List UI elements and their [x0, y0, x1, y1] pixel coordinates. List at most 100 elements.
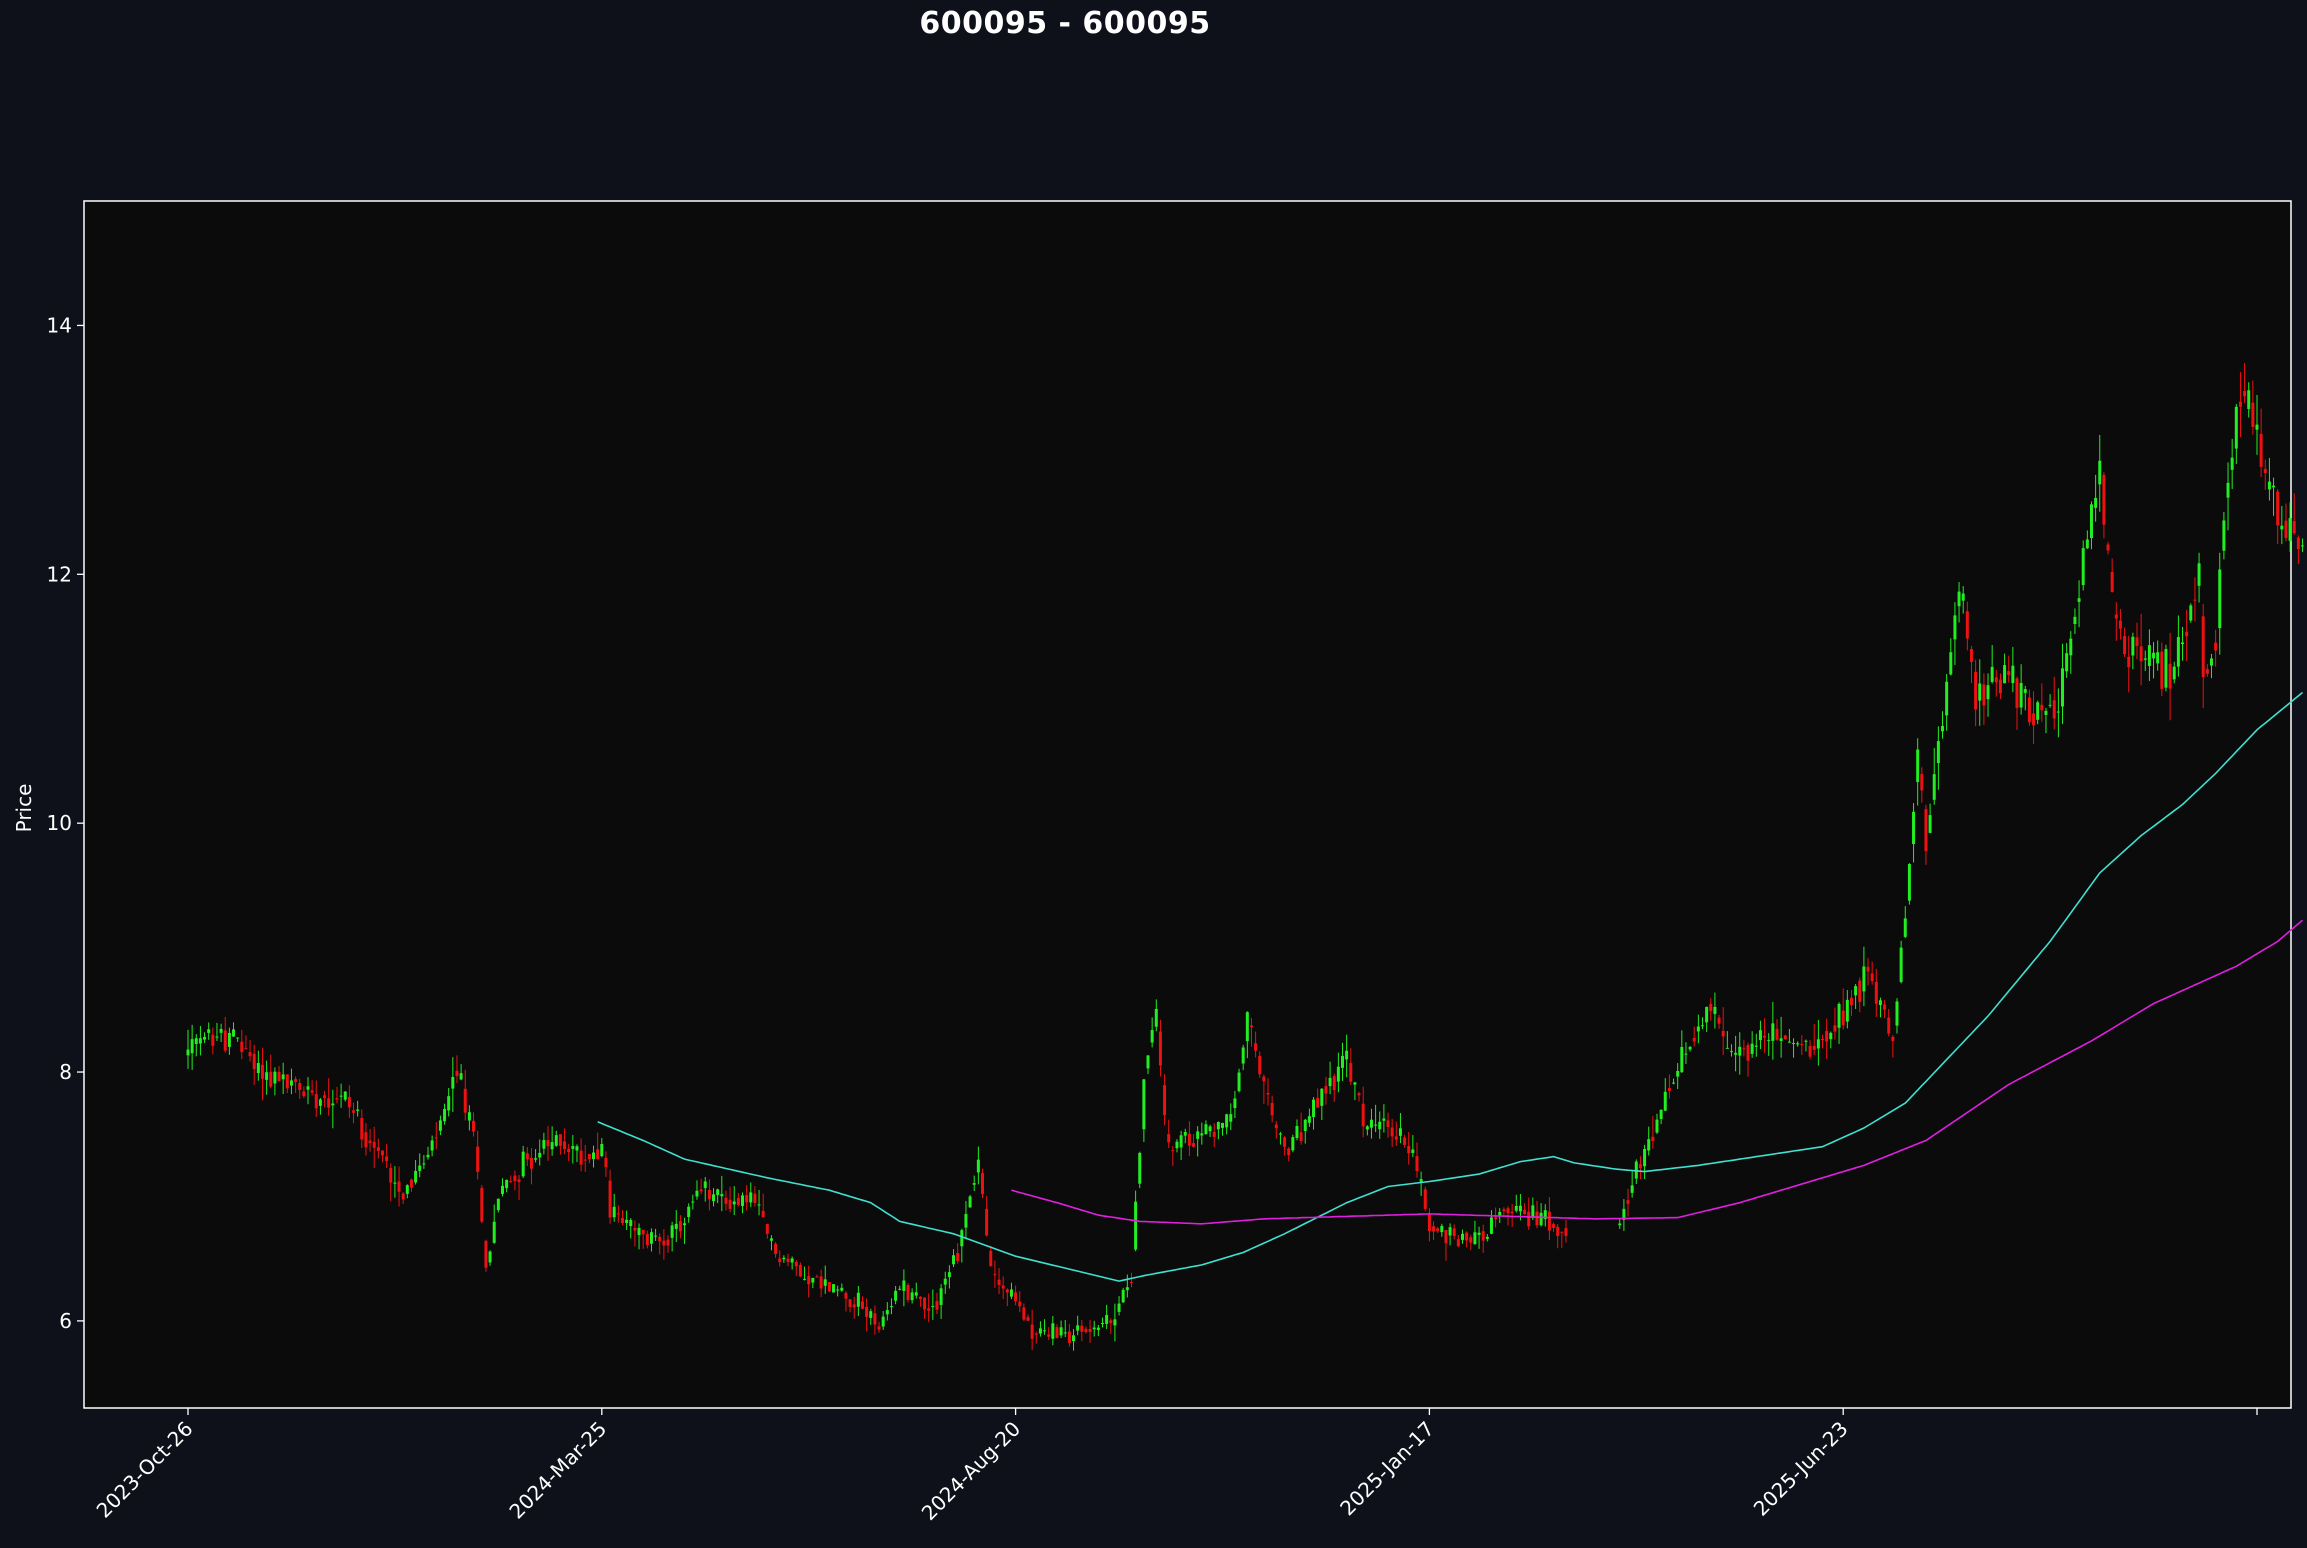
candle	[265, 1060, 269, 1095]
candle-body	[1721, 1030, 1725, 1037]
candle	[1870, 961, 1874, 985]
candle	[372, 1126, 376, 1168]
candle-body	[269, 1071, 273, 1087]
candle-body	[538, 1152, 542, 1158]
candle	[1672, 1078, 1676, 1085]
candle	[687, 1203, 691, 1223]
candle-body	[480, 1187, 484, 1222]
chart-title: 600095 - 600095	[919, 6, 1211, 41]
candle-body	[1858, 980, 1862, 1002]
candle-body	[1353, 1082, 1357, 1085]
candle	[1059, 1320, 1063, 1339]
candle	[1221, 1122, 1224, 1136]
candle-body	[1324, 1086, 1328, 1094]
candle	[1808, 1040, 1812, 1060]
candle-body	[2301, 545, 2305, 547]
candle-body	[1978, 683, 1982, 701]
candle-body	[2292, 521, 2296, 534]
candle	[1117, 1296, 1121, 1316]
candle	[1249, 1018, 1253, 1047]
candle-body	[1564, 1228, 1568, 1236]
candle	[1841, 988, 1845, 1030]
candle	[1754, 1033, 1758, 1057]
candle-body	[1862, 966, 1866, 992]
candle	[550, 1126, 554, 1156]
candle-body	[678, 1221, 682, 1232]
candle	[1461, 1229, 1465, 1244]
candle	[740, 1192, 744, 1214]
candle-body	[1895, 1001, 1899, 1026]
candle-body	[232, 1029, 236, 1037]
candle-body	[1941, 725, 1945, 732]
candle-body	[211, 1034, 215, 1046]
candle-body	[1390, 1127, 1394, 1137]
candle	[1895, 998, 1899, 1034]
candle	[1833, 1007, 1837, 1040]
candle	[1812, 1024, 1816, 1055]
candle	[1912, 803, 1916, 863]
candle-body	[761, 1210, 765, 1218]
candle-body	[2234, 406, 2238, 449]
candle	[803, 1266, 807, 1281]
candle	[1129, 1272, 1133, 1288]
candle	[1920, 767, 1924, 803]
candle-body	[1072, 1335, 1076, 1342]
candle-body	[414, 1170, 418, 1183]
candle	[194, 1034, 198, 1057]
candle-body	[1415, 1156, 1419, 1172]
candle-body	[1233, 1098, 1237, 1109]
candle	[2168, 632, 2172, 721]
candle	[877, 1321, 881, 1333]
candle-body	[823, 1279, 827, 1286]
candle-body	[1059, 1327, 1063, 1336]
candle-body	[2118, 620, 2122, 629]
candle-body	[554, 1135, 558, 1146]
candle-body	[2032, 713, 2036, 726]
candle-body	[571, 1146, 575, 1149]
candle-body	[989, 1250, 993, 1267]
candle	[989, 1245, 993, 1267]
candle	[1444, 1229, 1448, 1261]
candle	[1125, 1274, 1129, 1298]
candle-body	[1382, 1118, 1386, 1121]
candle	[310, 1080, 314, 1096]
candle-body	[848, 1299, 852, 1307]
candle	[749, 1182, 753, 1208]
candle	[1353, 1081, 1357, 1101]
candle-body	[654, 1235, 658, 1237]
candle-body	[1163, 1085, 1167, 1116]
candle-body	[2201, 616, 2205, 678]
candle-body	[1787, 1041, 1791, 1043]
candle	[1072, 1329, 1076, 1351]
candle-body	[2197, 563, 2201, 586]
candle	[1365, 1125, 1369, 1136]
candle	[434, 1121, 438, 1150]
candle-body	[1725, 1047, 1729, 1049]
candle-body	[2230, 457, 2234, 470]
candle-body	[1494, 1217, 1498, 1220]
candle-body	[2255, 424, 2259, 430]
candle	[1258, 1051, 1262, 1078]
candle-body	[1949, 652, 1953, 675]
candle-body	[939, 1288, 943, 1305]
candle	[207, 1022, 211, 1040]
candle-body	[434, 1137, 438, 1139]
candle	[683, 1217, 687, 1244]
candle-body	[972, 1183, 976, 1185]
candle	[980, 1168, 984, 1199]
candle-body	[1763, 1035, 1767, 1038]
candle	[1320, 1088, 1324, 1120]
candle	[923, 1297, 927, 1319]
candle-body	[1804, 1040, 1808, 1042]
candle-body	[2181, 642, 2185, 645]
candle	[1477, 1226, 1481, 1249]
candle	[1369, 1108, 1373, 1139]
candle	[1523, 1203, 1527, 1215]
candle	[2193, 577, 2197, 622]
candle-body	[517, 1179, 521, 1183]
candle-body	[2168, 663, 2172, 689]
candle	[1262, 1074, 1266, 1104]
candle-body	[1009, 1289, 1013, 1297]
candle-body	[980, 1173, 984, 1195]
candle	[302, 1086, 306, 1098]
